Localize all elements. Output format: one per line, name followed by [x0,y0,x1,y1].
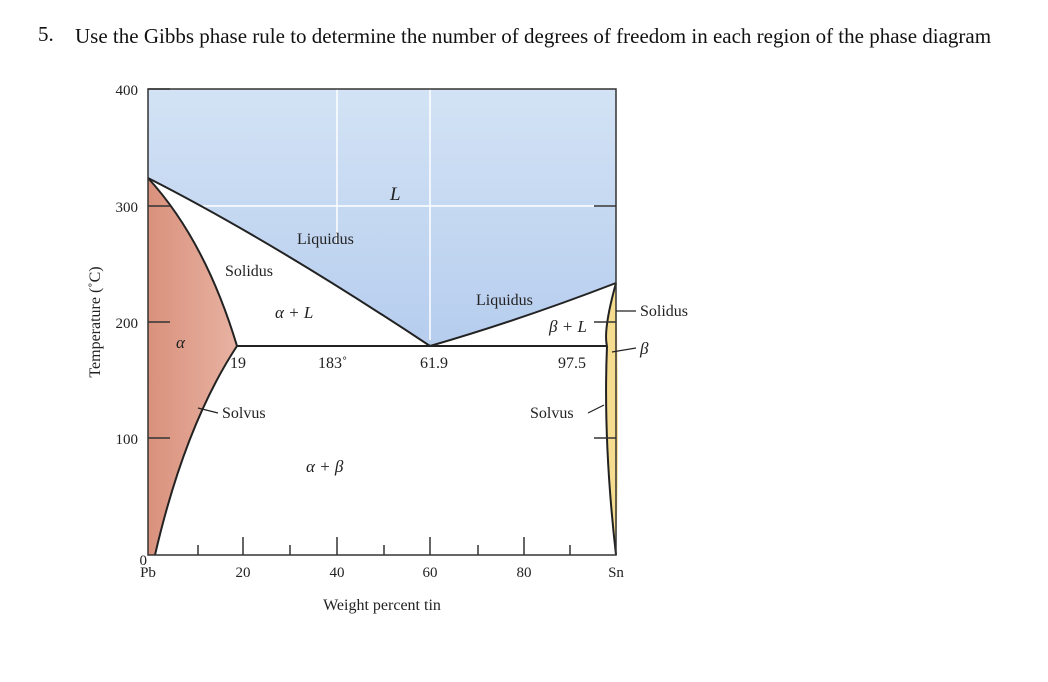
y-tick-label: 400 [116,83,139,99]
eutectic-comp-61-9: 61.9 [420,355,448,372]
liquidus-right-label: Liquidus [476,292,533,309]
x-tick-label-pb: Pb [140,565,156,581]
x-ticks [197,537,571,555]
alpha-region [148,178,237,555]
beta-plus-liquid-label: β + L [548,317,587,336]
y-tick-label: 100 [116,432,139,448]
x-axis-title: Weight percent tin [323,597,441,614]
question-number: 5. [38,22,54,46]
y-axis-title: Temperature (˚C) [87,266,104,377]
y-tick-label: 300 [116,200,139,216]
liquidus-left-label: Liquidus [297,231,354,248]
eutectic-comp-19: 19 [230,355,246,372]
x-tick-label: 80 [517,565,532,581]
alpha-plus-beta-label: α + β [306,457,344,476]
x-tick-label: 60 [423,565,438,581]
solvus-right-line [605,345,617,556]
leader-lines [197,310,637,414]
x-tick-label: 20 [236,565,251,581]
eutectic-comp-97-5: 97.5 [558,355,586,372]
liquid-label: L [389,184,401,205]
x-tick-label-sn: Sn [608,565,624,581]
solvus-left-line [154,345,238,556]
liquidus-left-line [147,177,431,347]
alpha-label: α [176,333,186,352]
question-text: Use the Gibbs phase rule to determine th… [75,24,992,48]
x-tick-label: 40 [330,565,345,581]
y-tick-label: 200 [116,316,139,332]
liquidus-right-line [429,282,617,347]
solidus-right-label: Solidus [640,303,688,320]
solidus-left-line [147,177,238,347]
solvus-right-label: Solvus [530,405,574,422]
liquid-region [148,89,616,346]
beta-label: β [639,339,649,358]
y-ticks [148,88,616,439]
solidus-left-label: Solidus [225,263,273,280]
solvus-left-label: Solvus [222,405,266,422]
eutectic-temp-label: 183˚ [318,355,347,372]
y-tick-label: 0 [140,553,148,569]
alpha-plus-liquid-label: α + L [275,303,313,322]
